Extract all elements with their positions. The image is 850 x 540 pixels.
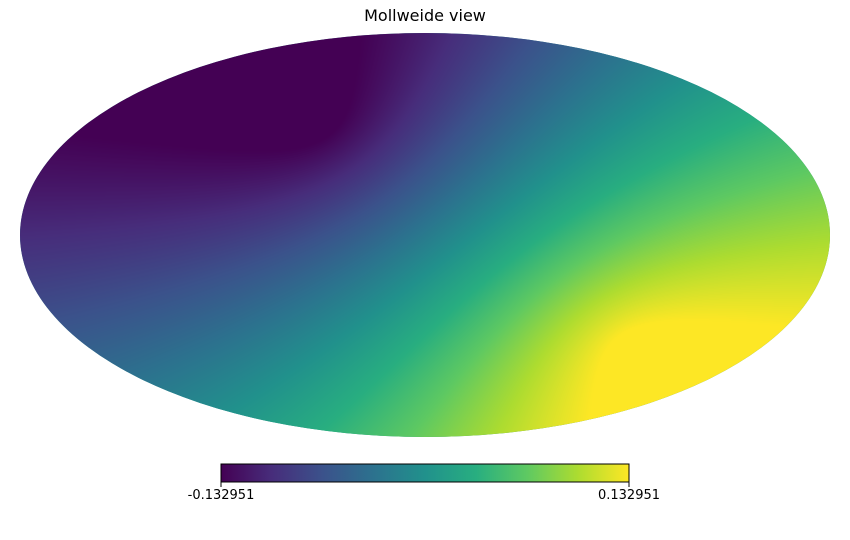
map-disk <box>20 33 830 437</box>
colorbar-gradient <box>221 464 629 482</box>
chart-title: Mollweide view <box>364 6 486 25</box>
colorbar-frame <box>220 463 630 483</box>
colorbar-max-label: 0.132951 <box>597 488 661 503</box>
colorbar-min-label: -0.132951 <box>187 488 255 503</box>
colorbar <box>220 463 630 487</box>
map-image <box>20 33 830 437</box>
